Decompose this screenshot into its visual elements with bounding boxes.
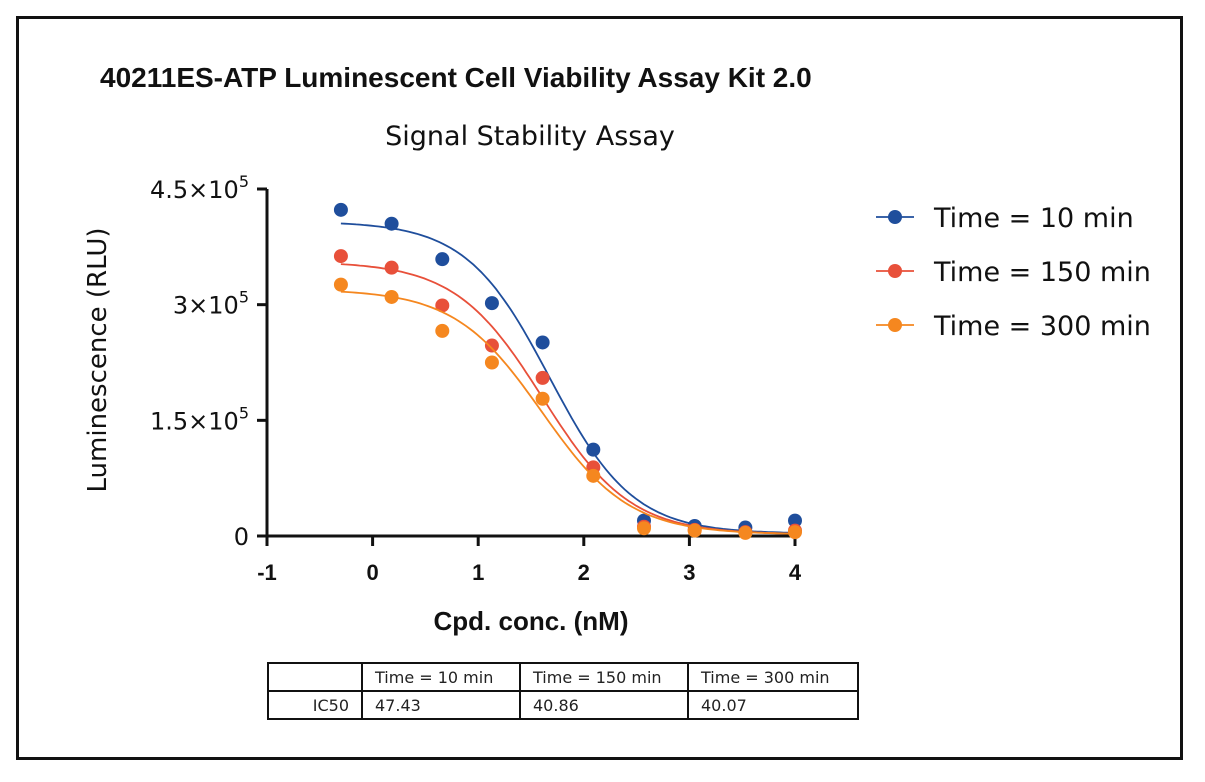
data-point — [384, 289, 399, 304]
fit-curve-2 — [340, 263, 796, 535]
y-tick-label: 3×105 — [173, 288, 249, 320]
ic50-row-label: IC50 — [267, 690, 363, 720]
legend-label: Time = 150 min — [933, 257, 1151, 288]
data-point — [535, 370, 550, 385]
x-tick-label: -1 — [257, 560, 277, 585]
data-point — [333, 249, 348, 264]
y-axis-label: Luminescence (RLU) — [83, 228, 113, 493]
data-point — [435, 323, 450, 338]
chart-subtitle: Signal Stability Assay — [385, 121, 675, 152]
data-point — [333, 202, 348, 217]
ic50-corner-cell — [267, 662, 363, 692]
ic50-value-cell: 40.07 — [687, 690, 859, 720]
ic50-header-row: Time = 10 min Time = 150 min Time = 300 … — [267, 662, 859, 692]
data-point — [384, 216, 399, 231]
legend-label: Time = 300 min — [933, 311, 1151, 342]
data-point — [687, 523, 702, 538]
data-point — [586, 442, 601, 457]
y-tick-label: 4.5×105 — [150, 172, 249, 204]
data-point — [788, 525, 802, 540]
legend-marker — [888, 210, 902, 224]
data-point — [384, 260, 399, 275]
fit-curve-1 — [340, 222, 796, 534]
ic50-value-cell: 40.86 — [519, 690, 689, 720]
x-tick-label: 3 — [683, 560, 695, 585]
x-tick-label: 2 — [578, 560, 590, 585]
ic50-value-row: IC50 47.43 40.86 40.07 — [267, 690, 859, 720]
data-point — [788, 513, 802, 528]
data-point — [738, 525, 753, 540]
fit-curve-3 — [340, 290, 796, 535]
ic50-header-cell: Time = 10 min — [361, 662, 521, 692]
y-tick-label: 0 — [234, 523, 249, 551]
figure-frame — [16, 16, 1183, 760]
x-tick-label: 0 — [366, 560, 378, 585]
data-point — [535, 335, 550, 350]
data-point — [636, 521, 651, 536]
legend-label: Time = 10 min — [933, 203, 1134, 234]
data-point — [535, 391, 550, 406]
x-tick-label: 4 — [789, 560, 802, 585]
data-point — [484, 355, 499, 370]
data-point — [333, 277, 348, 292]
data-point — [484, 338, 499, 353]
data-point — [484, 296, 499, 311]
ic50-header-cell: Time = 300 min — [687, 662, 859, 692]
legend-marker — [888, 264, 902, 278]
figure-title: 40211ES-ATP Luminescent Cell Viability A… — [100, 62, 812, 93]
data-point — [586, 468, 601, 483]
x-axis-label: Cpd. conc. (nM) — [434, 606, 629, 636]
data-point — [435, 252, 450, 267]
y-tick-label: 1.5×105 — [150, 403, 249, 435]
ic50-header-cell: Time = 150 min — [519, 662, 689, 692]
ic50-value-cell: 47.43 — [361, 690, 521, 720]
ic50-table: Time = 10 min Time = 150 min Time = 300 … — [267, 662, 859, 720]
data-point — [435, 298, 450, 313]
legend-marker — [888, 318, 902, 332]
x-tick-label: 1 — [472, 560, 484, 585]
